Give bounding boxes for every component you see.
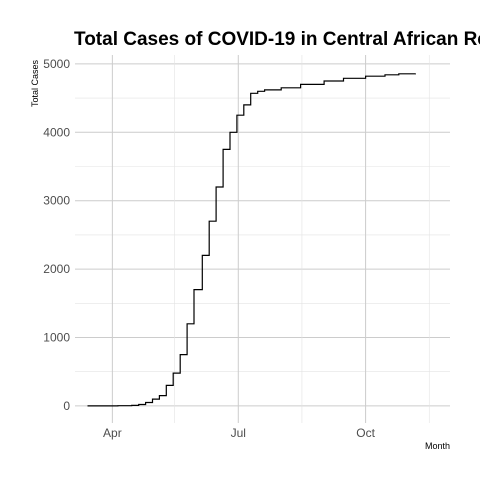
y-tick-label: 3000 bbox=[43, 194, 70, 208]
y-tick-label: 4000 bbox=[43, 125, 70, 139]
x-tick-label: Oct bbox=[356, 426, 375, 440]
y-tick-label: 1000 bbox=[43, 330, 70, 344]
grid-lines bbox=[75, 55, 450, 423]
x-tick-label: Jul bbox=[231, 426, 246, 440]
x-tick-label: Apr bbox=[103, 426, 122, 440]
tick-labels: 0 1000 2000 3000 4000 5000 Apr Jul Oct bbox=[43, 57, 375, 440]
chart-title: Total Cases of COVID-19 in Central Afric… bbox=[74, 29, 480, 50]
series-line-total-cases bbox=[87, 73, 416, 407]
y-axis-title: Total Cases bbox=[30, 59, 40, 107]
y-tick-label: 5000 bbox=[43, 57, 70, 71]
y-tick-label: 2000 bbox=[43, 262, 70, 276]
y-tick-label: 0 bbox=[63, 399, 70, 413]
x-axis-title: Month bbox=[425, 441, 450, 451]
